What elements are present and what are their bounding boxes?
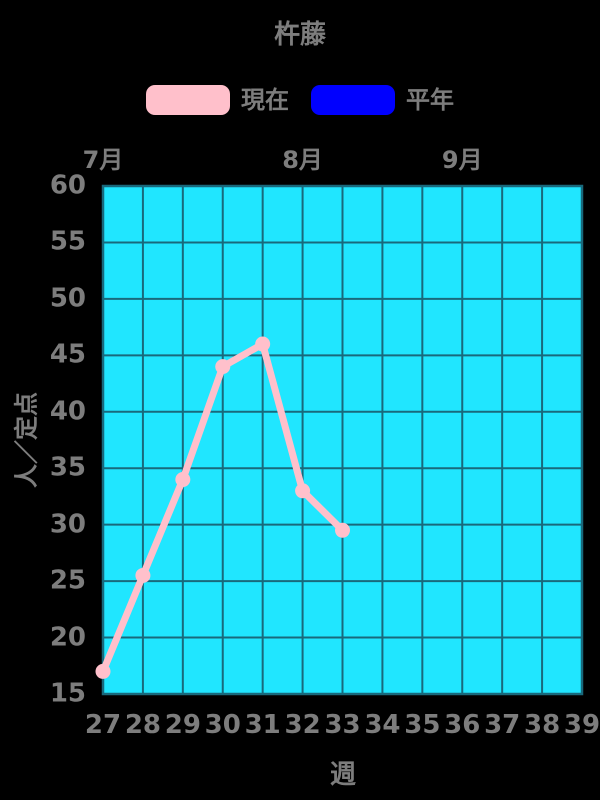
data-point <box>135 567 151 583</box>
y-tick-label: 30 <box>49 509 86 540</box>
y-axis-label: 人／定点 <box>12 392 41 488</box>
data-point <box>95 663 111 679</box>
x-tick-label: 34 <box>364 710 401 740</box>
data-point <box>295 483 311 499</box>
y-tick-label: 25 <box>49 565 86 596</box>
legend-swatch-current <box>146 85 230 115</box>
y-tick-label: 20 <box>49 622 86 653</box>
legend-item-normal: 平年 <box>311 85 454 115</box>
x-tick-label: 32 <box>284 710 321 740</box>
chart-title: 杵藤 <box>273 20 327 50</box>
legend: 現在 平年 <box>146 85 454 115</box>
y-tick-label: 15 <box>49 678 86 709</box>
y-tick-label: 60 <box>49 170 86 201</box>
x-tick-label: 29 <box>164 710 201 740</box>
x-tick-label: 35 <box>404 710 441 740</box>
y-tick-label: 45 <box>49 339 86 370</box>
x-tick-label: 33 <box>324 710 361 740</box>
x-tick-label: 37 <box>484 710 521 740</box>
plot-border <box>101 184 584 696</box>
x-tick-label: 38 <box>523 710 561 740</box>
x-tick-label: 27 <box>84 710 122 740</box>
legend-label-normal: 平年 <box>406 86 454 114</box>
data-point <box>255 336 271 352</box>
legend-label-current: 現在 <box>241 86 289 114</box>
y-tick-label: 35 <box>49 452 86 483</box>
legend-item-current: 現在 <box>146 85 289 115</box>
legend-swatch-normal <box>311 85 395 115</box>
x-tick-label: 39 <box>563 710 600 740</box>
x-tick-label: 28 <box>124 710 161 740</box>
x-tick-label: 30 <box>204 710 241 740</box>
x-tick-label: 31 <box>244 710 281 740</box>
x-axis-label: 週 <box>329 760 357 790</box>
data-point <box>215 359 231 375</box>
data-point <box>175 472 191 488</box>
x-tick-label: 36 <box>444 710 481 740</box>
y-tick-label: 50 <box>49 283 86 314</box>
data-point <box>335 522 350 538</box>
y-tick-label: 55 <box>49 226 86 257</box>
month-tick-label: 9月 <box>441 146 483 174</box>
y-tick-label: 40 <box>49 396 86 427</box>
month-tick-label: 7月 <box>82 146 124 174</box>
month-tick-label: 8月 <box>282 146 323 174</box>
